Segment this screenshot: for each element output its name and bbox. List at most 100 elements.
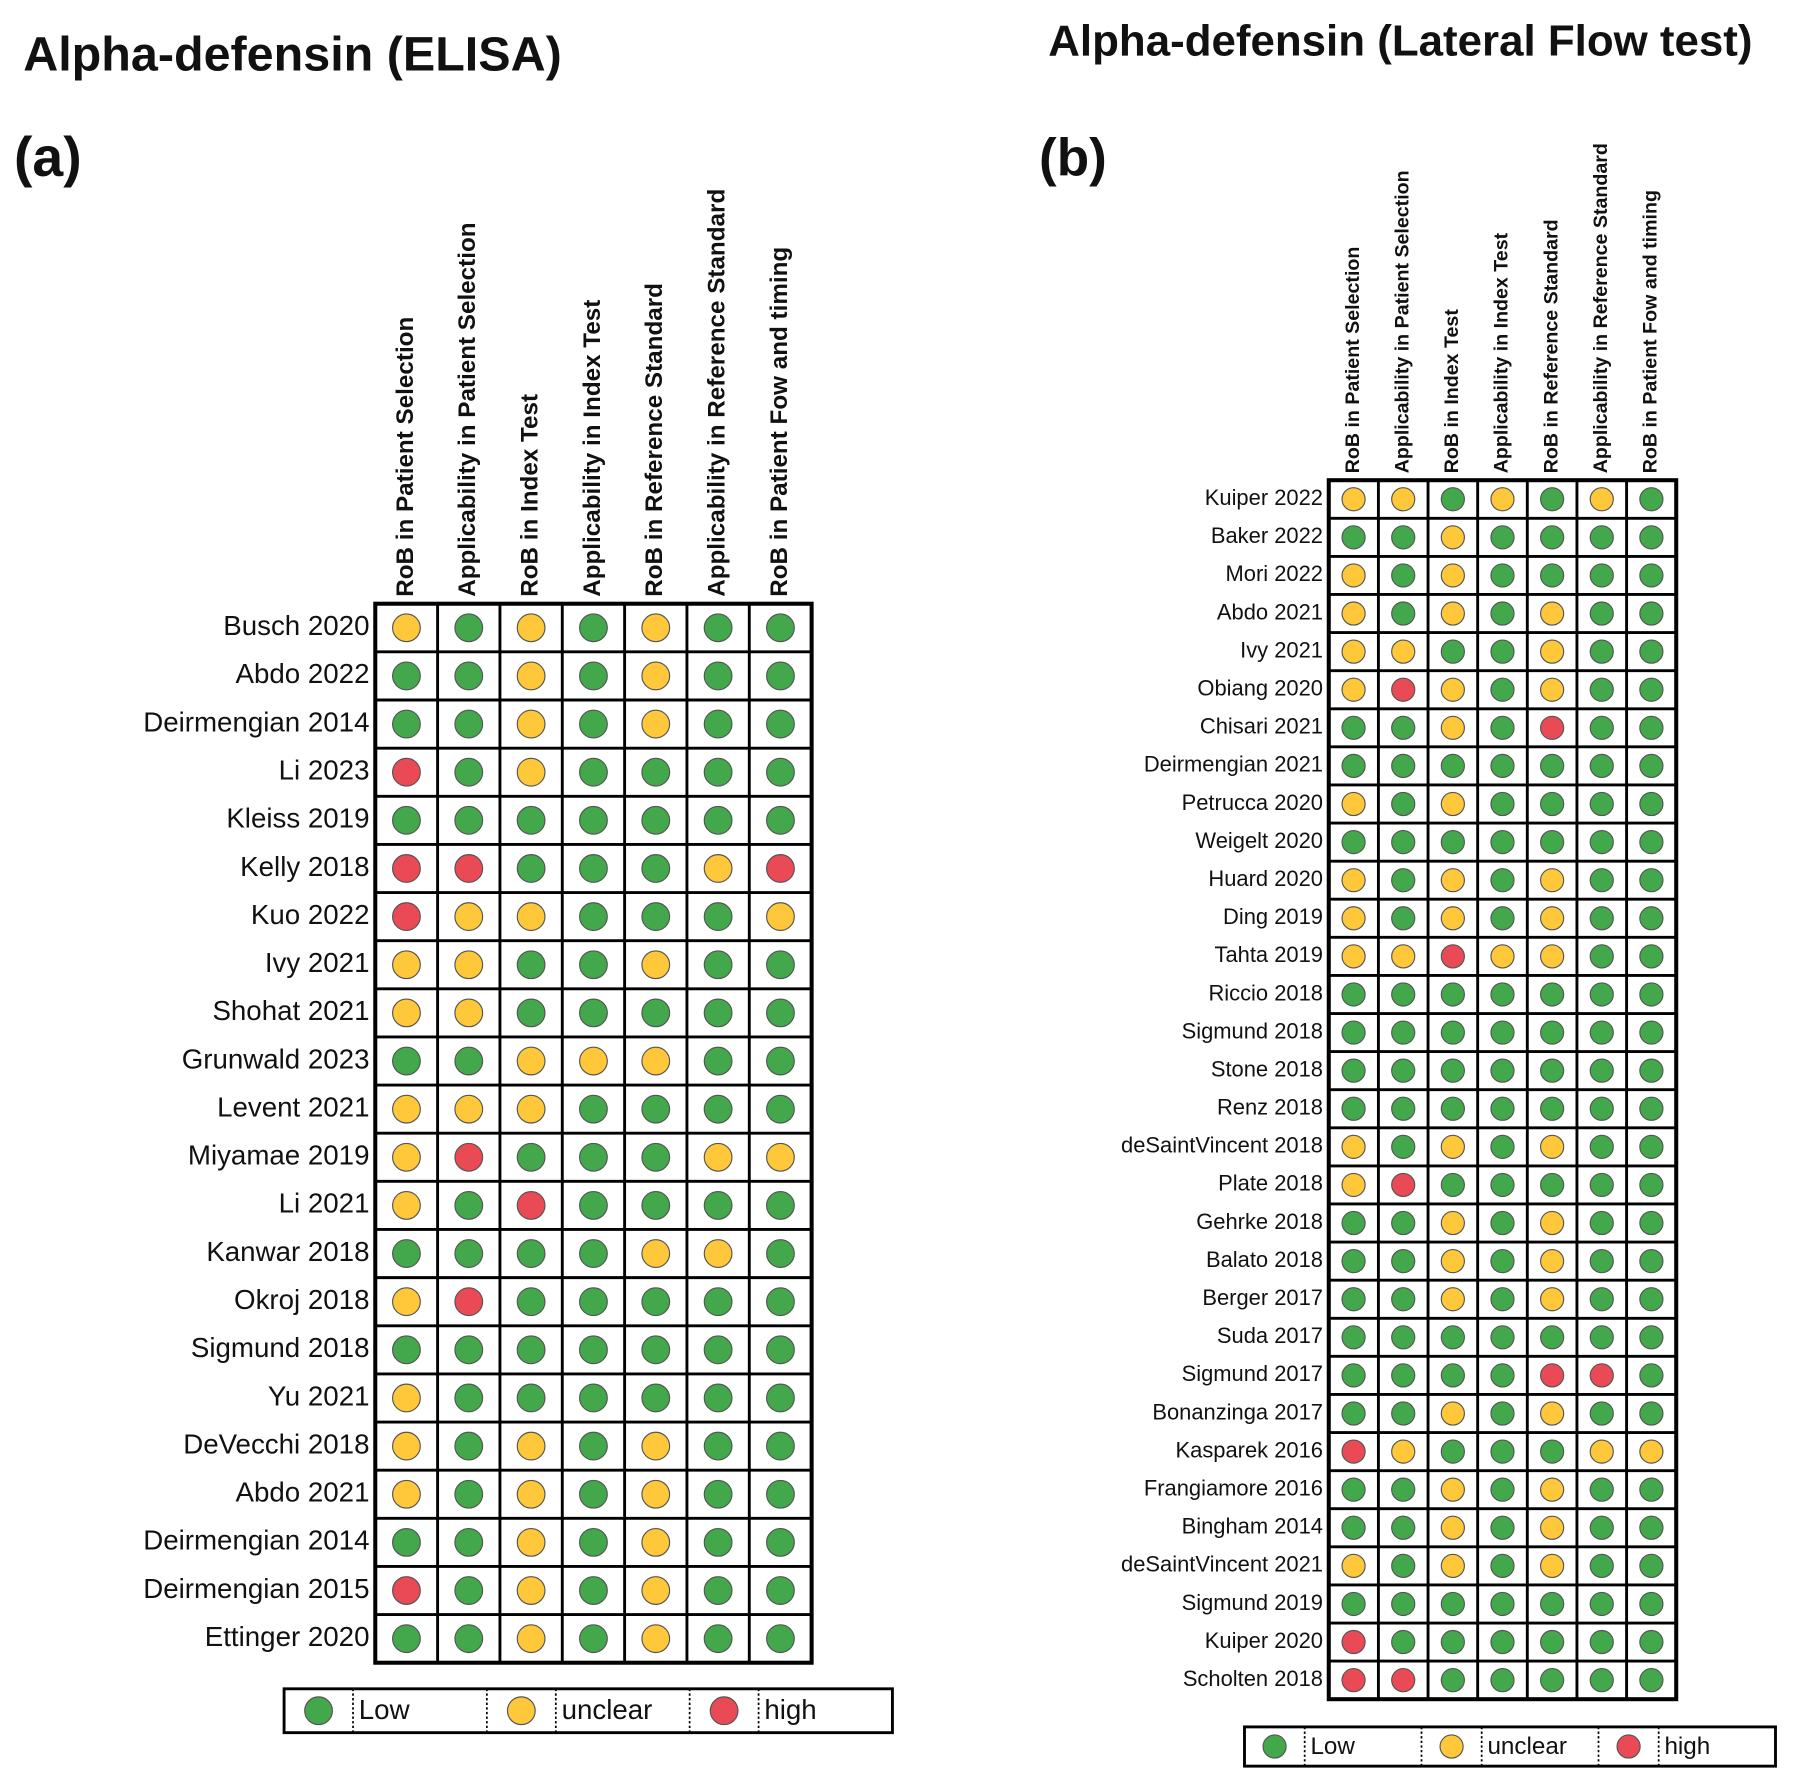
rating-dot: [392, 998, 421, 1028]
rating-dot: [1440, 1096, 1465, 1121]
rating-dot: [703, 1527, 733, 1557]
rating-dot: [516, 613, 546, 643]
rating-dot: [766, 1624, 795, 1654]
rating-dot: [1639, 525, 1664, 550]
rating-dot: [1341, 677, 1366, 702]
rating-dot: [1341, 906, 1366, 931]
rating-dot: [766, 1094, 795, 1124]
rating-dot: [1391, 487, 1416, 512]
rating-dot: [641, 1576, 671, 1605]
rating-dot: [1391, 1058, 1416, 1083]
study-label: Li 2021: [279, 1188, 370, 1219]
rating-dot: [1589, 1668, 1614, 1693]
rating-dot: [766, 854, 795, 883]
rating-dot: [1440, 1287, 1465, 1312]
legend-dot: [506, 1696, 536, 1726]
rating-dot: [1341, 791, 1366, 817]
rating-dot: [579, 1576, 608, 1605]
rating-dot: [516, 1383, 546, 1413]
study-label: Gehrke 2018: [1196, 1209, 1323, 1234]
rating-dot: [1440, 1439, 1465, 1464]
rating-dot: [1391, 1134, 1416, 1159]
rating-dot: [1391, 1439, 1416, 1464]
rating-dot: [579, 1527, 608, 1557]
rating-dot: [1639, 677, 1664, 702]
rating-dot: [1341, 487, 1366, 512]
rating-dot: [1540, 1058, 1565, 1083]
rating-dot: [1540, 982, 1565, 1007]
rating-dot: [1589, 1363, 1614, 1388]
rating-dot: [1589, 791, 1614, 817]
rating-dot: [1341, 1363, 1366, 1388]
rating-dot: [1391, 639, 1416, 664]
rating-dot: [1490, 944, 1515, 969]
rating-dot: [1440, 525, 1465, 550]
rating-dot: [703, 709, 733, 739]
rating-dot: [454, 1046, 484, 1076]
rating-dot: [1540, 1629, 1565, 1655]
rating-dot: [1540, 1591, 1565, 1617]
rating-dot: [1639, 1668, 1664, 1693]
study-label: Weigelt 2020: [1195, 828, 1323, 853]
rating-dot: [1440, 1020, 1465, 1045]
rating-dot: [1341, 944, 1366, 969]
rating-dot: [766, 1046, 795, 1076]
rating-dot: [1639, 563, 1664, 588]
study-label: Balato 2018: [1206, 1247, 1323, 1272]
rating-dot: [392, 950, 421, 980]
rating-dot: [1639, 868, 1664, 893]
rating-dot: [392, 1094, 421, 1124]
rating-dot: [1540, 829, 1565, 855]
rating-dot: [1490, 753, 1515, 779]
rating-dot: [766, 1190, 795, 1220]
rating-dot: [1639, 1363, 1664, 1388]
rating-dot: [392, 805, 421, 835]
rating-dot: [579, 1431, 608, 1461]
rating-dot: [766, 1383, 795, 1413]
rating-dot: [516, 854, 546, 883]
rating-dot: [703, 1094, 733, 1124]
rating-dot: [392, 854, 421, 883]
panel-tag: (b): [1039, 129, 1107, 188]
rating-dot: [1391, 1249, 1416, 1274]
study-label: Chisari 2021: [1200, 714, 1323, 739]
rating-dot: [1490, 1439, 1515, 1464]
rating-dot: [1589, 1096, 1614, 1121]
rating-dot: [1440, 1172, 1465, 1198]
study-label: Deirmengian 2015: [143, 1573, 369, 1604]
rating-dot: [1589, 715, 1614, 740]
rating-dot: [1490, 1287, 1515, 1312]
rating-dot: [1391, 1401, 1416, 1426]
rating-dot: [766, 1287, 795, 1317]
rating-dot: [1440, 753, 1465, 779]
rating-dot: [1391, 906, 1416, 931]
rating-dot: [1341, 1287, 1366, 1312]
rating-dot: [1540, 677, 1565, 702]
rating-dot: [1490, 1134, 1515, 1159]
rating-dot: [1490, 1363, 1515, 1388]
rating-dot: [516, 1287, 546, 1317]
study-label: DeVecchi 2018: [183, 1428, 369, 1459]
study-label: Deirmengian 2014: [143, 706, 369, 737]
rating-dot: [1440, 601, 1465, 626]
rating-dot: [1639, 1134, 1664, 1159]
rating-dot: [1391, 1477, 1416, 1502]
rating-dot: [1440, 715, 1465, 740]
rating-dot: [454, 1142, 484, 1172]
rating-dot: [703, 902, 733, 932]
rating-dot: [1341, 982, 1366, 1007]
rating-dot: [454, 661, 484, 691]
rating-dot: [641, 1479, 671, 1509]
rating-dot: [1589, 1515, 1614, 1540]
study-label: deSaintVincent 2021: [1121, 1552, 1323, 1577]
rating-dot: [1440, 982, 1465, 1007]
rating-dot: [641, 1431, 671, 1461]
rating-dot: [641, 1527, 671, 1557]
rating-dot: [1490, 487, 1515, 512]
rating-dot: [1341, 1020, 1366, 1045]
rating-dot: [1440, 944, 1465, 969]
panel-title: Alpha-defensin (ELISA): [23, 28, 562, 82]
rating-dot: [766, 902, 795, 932]
rating-dot: [1589, 1058, 1614, 1083]
rating-dot: [392, 1431, 421, 1461]
